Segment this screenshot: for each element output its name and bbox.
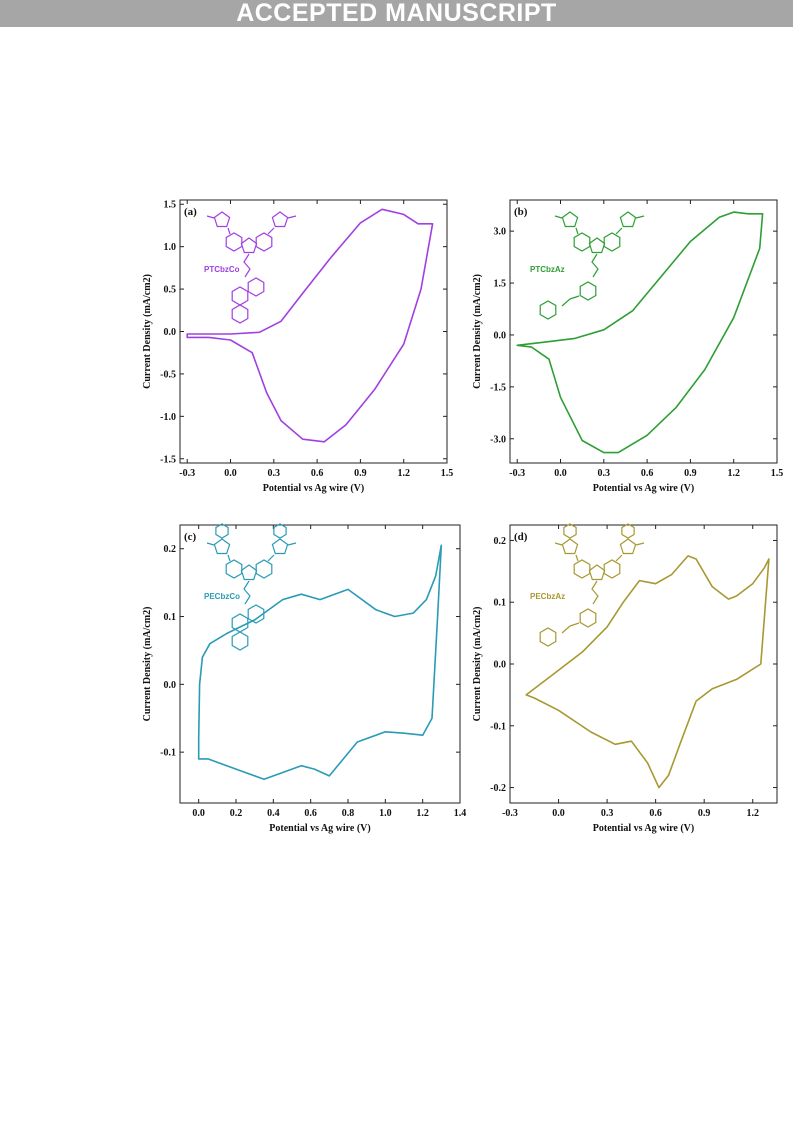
x-axis-label: Potential vs Ag wire (V) xyxy=(593,823,694,834)
x-tick-label: 0.6 xyxy=(304,808,317,819)
y-tick-label: -1.5 xyxy=(160,454,176,465)
plot-frame xyxy=(509,524,778,804)
x-tick-label: 1.2 xyxy=(416,808,429,819)
panel-label: (d) xyxy=(514,531,528,543)
x-axis-label: Potential vs Ag wire (V) xyxy=(593,483,694,494)
y-tick-label: 0.0 xyxy=(164,327,177,338)
y-tick-label: -1.5 xyxy=(490,382,506,393)
cv-curve-PTCbzAz xyxy=(516,211,764,454)
x-tick-label: -0.3 xyxy=(502,808,518,819)
plot-frame xyxy=(179,524,461,804)
y-tick-label: 0.1 xyxy=(494,598,507,609)
x-tick-label: 1.4 xyxy=(454,808,467,819)
cv-curve-PTCbzCo xyxy=(186,208,434,443)
x-tick-label: 0.9 xyxy=(354,468,367,479)
panel-label: (a) xyxy=(184,206,197,218)
y-tick-label: 0.2 xyxy=(164,544,177,555)
cv-curve-PECbzCo xyxy=(197,544,443,781)
x-tick-label: 1.2 xyxy=(397,468,410,479)
y-tick-label: 0.0 xyxy=(494,330,507,341)
x-tick-label: -0.3 xyxy=(179,468,195,479)
compound-structure-drawing xyxy=(539,523,645,647)
x-tick-label: 1.0 xyxy=(379,808,392,819)
chart-panel-b: -0.3 0.0 0.3 0.6 0.9 1.2 1.5 -3.0 -1.5 0.0 1.5 3.0 P… xyxy=(472,199,784,494)
x-tick-label: 1.5 xyxy=(441,468,454,479)
x-tick-label: 0.9 xyxy=(698,808,711,819)
y-tick-label: -0.5 xyxy=(160,369,176,380)
x-tick-label: 0.6 xyxy=(311,468,324,479)
x-tick-label: 0.3 xyxy=(268,468,281,479)
panel-label: (b) xyxy=(514,206,528,218)
y-tick-label: -1.0 xyxy=(160,412,176,423)
x-tick-label: 0.3 xyxy=(598,468,611,479)
x-tick-label: 1.5 xyxy=(771,468,784,479)
y-tick-label: 0.1 xyxy=(164,612,177,623)
x-tick-label: 0.6 xyxy=(641,468,654,479)
y-tick-label: 0.5 xyxy=(164,285,177,296)
compound-structure-drawing xyxy=(206,211,297,324)
y-tick-label: 1.0 xyxy=(164,242,177,253)
chart-panel-d: -0.3 0.0 0.3 0.6 0.9 1.2 -0.2 -0.1 0.0 0.1 0.2 Pote… xyxy=(472,523,778,834)
y-tick-label: -3.0 xyxy=(490,434,506,445)
x-tick-label: 0.0 xyxy=(224,468,237,479)
x-tick-label: 1.2 xyxy=(727,468,740,479)
y-axis-label: Current Density (mA/cm2) xyxy=(142,607,153,722)
y-tick-label: 0.2 xyxy=(494,536,507,547)
compound-structure-drawing xyxy=(206,523,297,651)
compound-structure-drawing xyxy=(539,211,645,320)
x-tick-label: 0.2 xyxy=(230,808,243,819)
compound-name: PTCbzAz xyxy=(530,265,565,274)
plot-frame xyxy=(509,199,778,464)
y-tick-label: -0.1 xyxy=(490,721,506,732)
x-axis-label: Potential vs Ag wire (V) xyxy=(269,823,370,834)
y-tick-label: -0.1 xyxy=(160,748,176,759)
x-tick-label: 0.4 xyxy=(267,808,280,819)
y-tick-label: 0.0 xyxy=(494,660,507,671)
y-tick-label: 1.5 xyxy=(164,200,177,211)
y-axis-label: Current Density (mA/cm2) xyxy=(472,274,483,389)
y-tick-label: -0.2 xyxy=(490,783,506,794)
panel-label: (c) xyxy=(184,531,197,543)
x-tick-label: 0.3 xyxy=(601,808,614,819)
y-axis-label: Current Density (mA/cm2) xyxy=(142,274,153,389)
compound-name: PECbzAz xyxy=(530,592,565,601)
chart-panel-c: 0.0 0.2 0.4 0.6 0.8 1.0 1.2 1.4 -0.1 0.0 0.1 0.2 Pot… xyxy=(142,523,467,834)
x-tick-label: 0.6 xyxy=(649,808,662,819)
x-tick-label: 1.2 xyxy=(746,808,759,819)
compound-name: PTCbzCo xyxy=(204,265,240,274)
x-tick-label: 0.0 xyxy=(192,808,205,819)
accepted-manuscript-banner: ACCEPTED MANUSCRIPT xyxy=(0,0,793,27)
cv-curve-PECbzAz xyxy=(525,555,770,789)
y-tick-label: 1.5 xyxy=(494,279,507,290)
x-tick-label: 0.0 xyxy=(552,808,565,819)
x-tick-label: 0.9 xyxy=(684,468,697,479)
x-tick-label: -0.3 xyxy=(509,468,525,479)
y-tick-label: 3.0 xyxy=(494,227,507,238)
compound-name: PECbzCo xyxy=(204,592,240,601)
x-tick-label: 0.8 xyxy=(342,808,355,819)
x-axis-label: Potential vs Ag wire (V) xyxy=(263,483,364,494)
chart-panel-a: -0.3 0.0 0.3 0.6 0.9 1.2 1.5 -1.5 -1.0 -0.5 0.0 0.5… xyxy=(142,199,454,494)
y-axis-label: Current Density (mA/cm2) xyxy=(472,607,483,722)
y-tick-label: 0.0 xyxy=(164,680,177,691)
x-tick-label: 0.0 xyxy=(554,468,567,479)
